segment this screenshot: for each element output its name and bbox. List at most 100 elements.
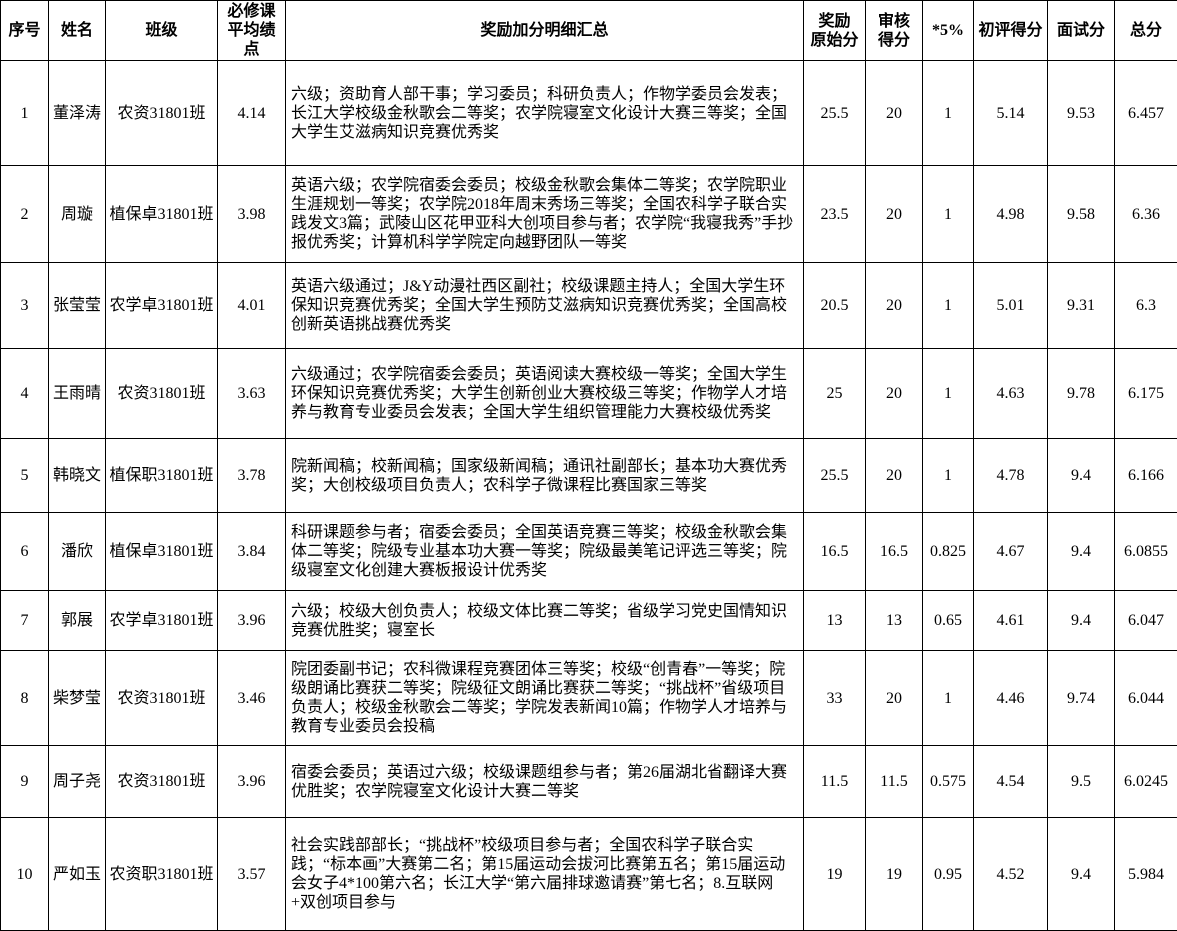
cell-name: 周子尧 bbox=[49, 746, 106, 818]
cell-name: 郭展 bbox=[49, 591, 106, 651]
cell-prelim-score: 4.46 bbox=[974, 651, 1048, 746]
cell-award-details: 宿委会委员；英语过六级；校级课题组参与者；第26届湖北省翻译大赛优胜奖；农学院寝… bbox=[286, 746, 804, 818]
cell-interview-score: 9.4 bbox=[1048, 513, 1115, 591]
cell-total-score: 5.984 bbox=[1115, 818, 1177, 931]
cell-raw-score: 20.5 bbox=[804, 263, 866, 349]
cell-name: 潘欣 bbox=[49, 513, 106, 591]
cell-raw-score: 19 bbox=[804, 818, 866, 931]
cell-raw-score: 25 bbox=[804, 349, 866, 439]
cell-name: 董泽涛 bbox=[49, 61, 106, 166]
cell-raw-score: 13 bbox=[804, 591, 866, 651]
cell-gpa: 3.57 bbox=[218, 818, 286, 931]
cell-pct5: 1 bbox=[923, 61, 974, 166]
cell-gpa: 3.78 bbox=[218, 439, 286, 513]
cell-raw-score: 33 bbox=[804, 651, 866, 746]
header-interview-score: 面试分 bbox=[1048, 1, 1115, 61]
header-prelim-score: 初评得分 bbox=[974, 1, 1048, 61]
header-gpa: 必修课 平均绩 点 bbox=[218, 1, 286, 61]
cell-no: 7 bbox=[1, 591, 49, 651]
table-row: 9 周子尧 农资31801班 3.96 宿委会委员；英语过六级；校级课题组参与者… bbox=[1, 746, 1177, 818]
cell-class: 农学卓31801班 bbox=[106, 591, 218, 651]
header-audit-score: 审核 得分 bbox=[866, 1, 923, 61]
cell-audit-score: 16.5 bbox=[866, 513, 923, 591]
cell-name: 王雨晴 bbox=[49, 349, 106, 439]
cell-award-details: 院新闻稿；校新闻稿；国家级新闻稿；通讯社副部长；基本功大赛优秀奖；大创校级项目负… bbox=[286, 439, 804, 513]
cell-total-score: 6.175 bbox=[1115, 349, 1177, 439]
cell-gpa: 3.63 bbox=[218, 349, 286, 439]
cell-audit-score: 19 bbox=[866, 818, 923, 931]
cell-total-score: 6.36 bbox=[1115, 166, 1177, 263]
cell-audit-score: 13 bbox=[866, 591, 923, 651]
table-row: 8 柴梦莹 农资31801班 3.46 院团委副书记；农科微课程竞赛团体三等奖；… bbox=[1, 651, 1177, 746]
table-row: 4 王雨晴 农资31801班 3.63 六级通过；农学院宿委会委员；英语阅读大赛… bbox=[1, 349, 1177, 439]
cell-total-score: 6.0855 bbox=[1115, 513, 1177, 591]
cell-award-details: 社会实践部部长；“挑战杯”校级项目参与者；全国农科学子联合实践；“标本画”大赛第… bbox=[286, 818, 804, 931]
cell-audit-score: 20 bbox=[866, 166, 923, 263]
cell-gpa: 3.46 bbox=[218, 651, 286, 746]
cell-raw-score: 16.5 bbox=[804, 513, 866, 591]
cell-interview-score: 9.31 bbox=[1048, 263, 1115, 349]
cell-pct5: 1 bbox=[923, 263, 974, 349]
cell-class: 农资31801班 bbox=[106, 746, 218, 818]
cell-class: 农资31801班 bbox=[106, 349, 218, 439]
cell-total-score: 6.457 bbox=[1115, 61, 1177, 166]
cell-pct5: 1 bbox=[923, 166, 974, 263]
table-row: 3 张莹莹 农学卓31801班 4.01 英语六级通过；J&Y动漫社西区副社；校… bbox=[1, 263, 1177, 349]
cell-award-details: 六级；校级大创负责人；校级文体比赛二等奖；省级学习党史国情知识竞赛优胜奖；寝室长 bbox=[286, 591, 804, 651]
cell-raw-score: 23.5 bbox=[804, 166, 866, 263]
cell-award-details: 院团委副书记；农科微课程竞赛团体三等奖；校级“创青春”一等奖；院级朗诵比赛获二等… bbox=[286, 651, 804, 746]
header-pct5: *5% bbox=[923, 1, 974, 61]
cell-gpa: 3.84 bbox=[218, 513, 286, 591]
cell-pct5: 0.575 bbox=[923, 746, 974, 818]
cell-interview-score: 9.5 bbox=[1048, 746, 1115, 818]
cell-no: 1 bbox=[1, 61, 49, 166]
cell-audit-score: 20 bbox=[866, 439, 923, 513]
cell-prelim-score: 4.98 bbox=[974, 166, 1048, 263]
cell-class: 农资职31801班 bbox=[106, 818, 218, 931]
table-row: 5 韩晓文 植保职31801班 3.78 院新闻稿；校新闻稿；国家级新闻稿；通讯… bbox=[1, 439, 1177, 513]
cell-raw-score: 25.5 bbox=[804, 439, 866, 513]
cell-audit-score: 20 bbox=[866, 349, 923, 439]
header-class: 班级 bbox=[106, 1, 218, 61]
cell-class: 农资31801班 bbox=[106, 651, 218, 746]
cell-gpa: 3.98 bbox=[218, 166, 286, 263]
cell-class: 植保卓31801班 bbox=[106, 513, 218, 591]
cell-pct5: 1 bbox=[923, 651, 974, 746]
cell-no: 6 bbox=[1, 513, 49, 591]
table-row: 1 董泽涛 农资31801班 4.14 六级；资助育人部干事；学习委员；科研负责… bbox=[1, 61, 1177, 166]
cell-pct5: 1 bbox=[923, 439, 974, 513]
cell-class: 农学卓31801班 bbox=[106, 263, 218, 349]
cell-gpa: 3.96 bbox=[218, 746, 286, 818]
cell-interview-score: 9.78 bbox=[1048, 349, 1115, 439]
cell-name: 韩晓文 bbox=[49, 439, 106, 513]
table-row: 7 郭展 农学卓31801班 3.96 六级；校级大创负责人；校级文体比赛二等奖… bbox=[1, 591, 1177, 651]
cell-audit-score: 20 bbox=[866, 651, 923, 746]
header-raw-score: 奖励 原始分 bbox=[804, 1, 866, 61]
cell-no: 5 bbox=[1, 439, 49, 513]
cell-no: 8 bbox=[1, 651, 49, 746]
cell-name: 周璇 bbox=[49, 166, 106, 263]
cell-interview-score: 9.4 bbox=[1048, 818, 1115, 931]
cell-audit-score: 20 bbox=[866, 61, 923, 166]
table-row: 2 周璇 植保卓31801班 3.98 英语六级；农学院宿委会委员；校级金秋歌会… bbox=[1, 166, 1177, 263]
cell-audit-score: 11.5 bbox=[866, 746, 923, 818]
cell-class: 植保职31801班 bbox=[106, 439, 218, 513]
cell-prelim-score: 4.52 bbox=[974, 818, 1048, 931]
cell-award-details: 英语六级；农学院宿委会委员；校级金秋歌会集体二等奖；农学院职业生涯规划一等奖；农… bbox=[286, 166, 804, 263]
cell-total-score: 6.044 bbox=[1115, 651, 1177, 746]
cell-interview-score: 9.74 bbox=[1048, 651, 1115, 746]
cell-prelim-score: 4.61 bbox=[974, 591, 1048, 651]
cell-total-score: 6.047 bbox=[1115, 591, 1177, 651]
cell-interview-score: 9.4 bbox=[1048, 439, 1115, 513]
cell-total-score: 6.0245 bbox=[1115, 746, 1177, 818]
header-row: 序号 姓名 班级 必修课 平均绩 点 奖励加分明细汇总 奖励 原始分 审核 得分… bbox=[1, 1, 1177, 61]
cell-prelim-score: 4.67 bbox=[974, 513, 1048, 591]
header-name: 姓名 bbox=[49, 1, 106, 61]
cell-raw-score: 25.5 bbox=[804, 61, 866, 166]
cell-award-details: 英语六级通过；J&Y动漫社西区副社；校级课题主持人；全国大学生环保知识竞赛优秀奖… bbox=[286, 263, 804, 349]
cell-interview-score: 9.58 bbox=[1048, 166, 1115, 263]
cell-pct5: 0.65 bbox=[923, 591, 974, 651]
cell-award-details: 科研课题参与者；宿委会委员；全国英语竞赛三等奖；校级金秋歌会集体二等奖；院级专业… bbox=[286, 513, 804, 591]
cell-class: 农资31801班 bbox=[106, 61, 218, 166]
